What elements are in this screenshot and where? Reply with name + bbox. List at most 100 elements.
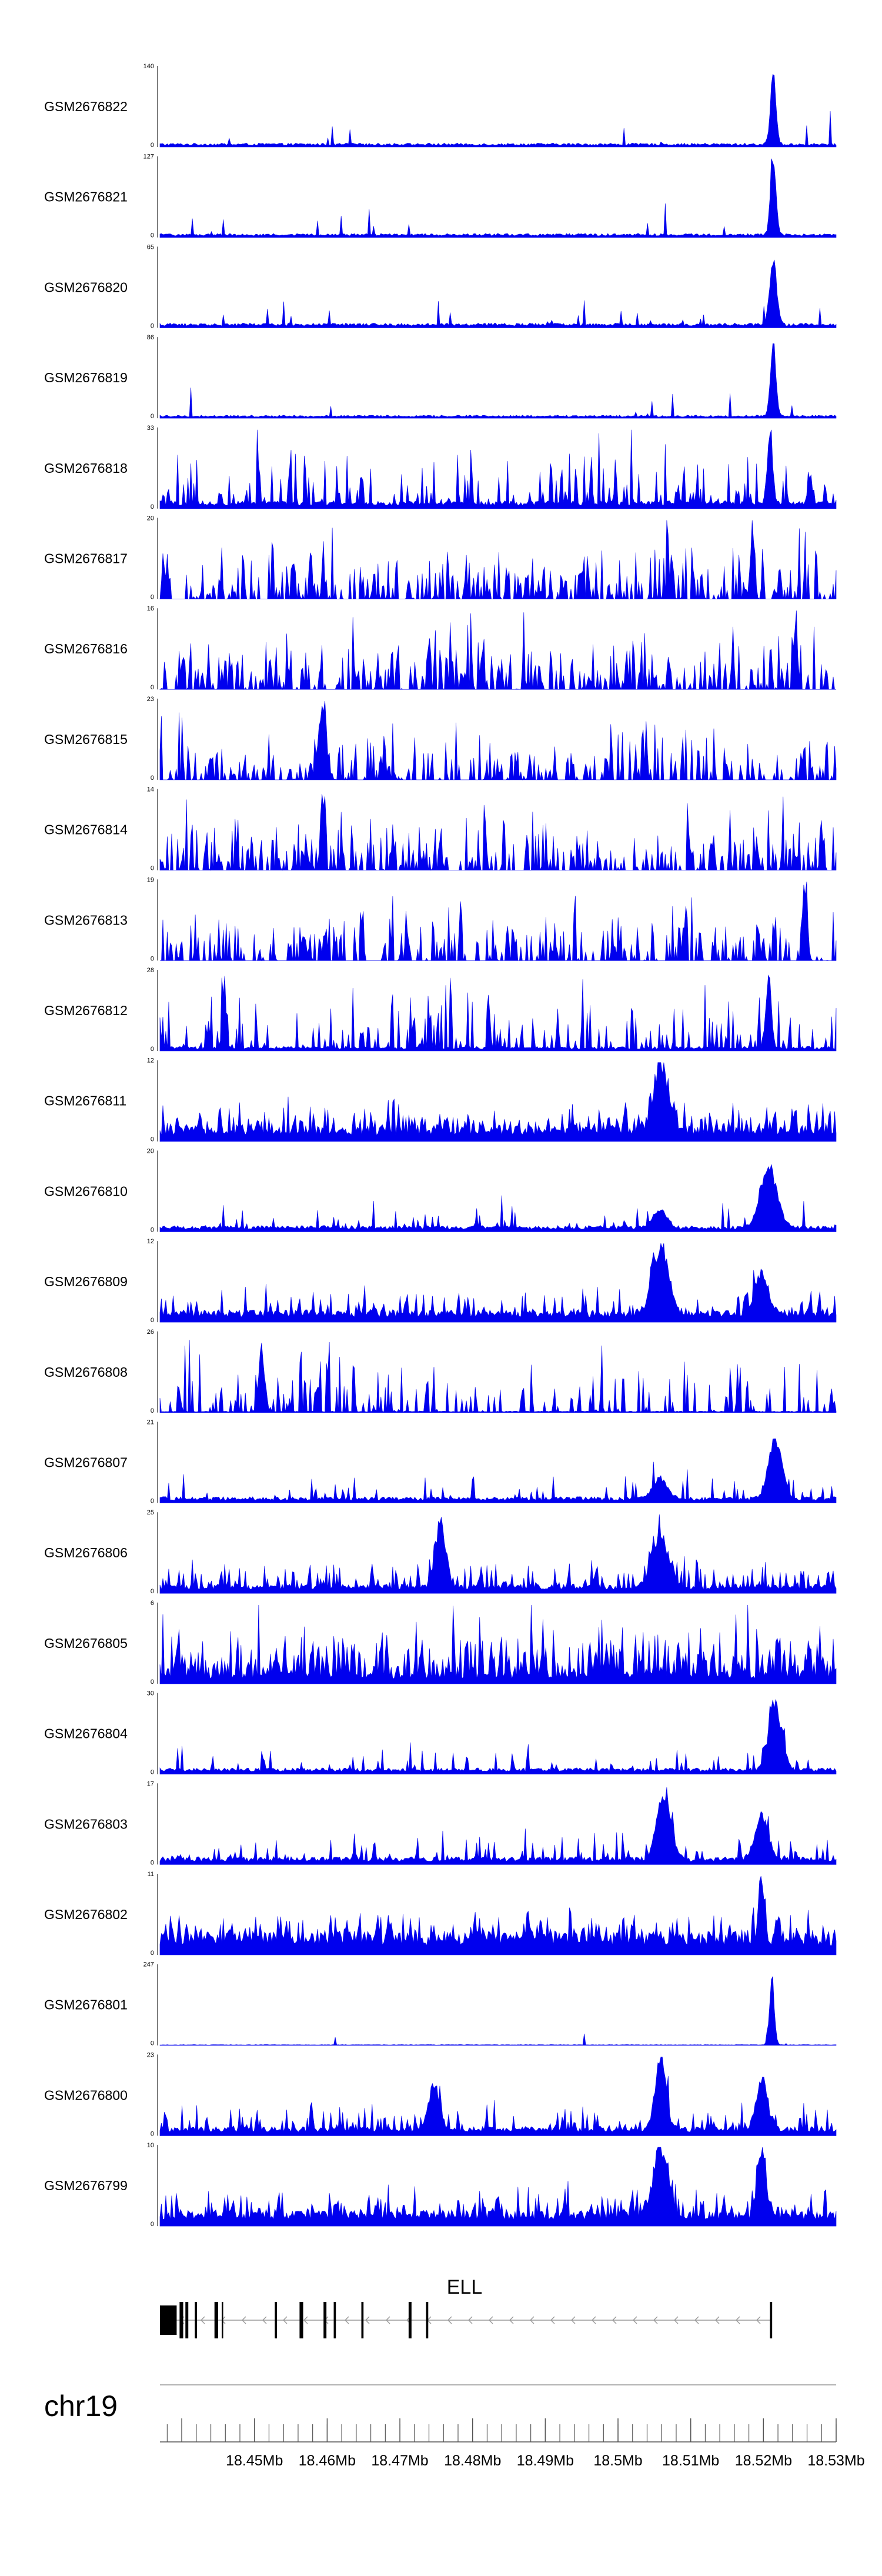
axis-tick-label: 18.45Mb: [226, 2452, 283, 2469]
track: GSM2676821 127 0: [44, 154, 837, 239]
track-ymax-label: 20: [147, 1147, 154, 1154]
track-signal: [159, 1976, 837, 2046]
track-signal: [159, 610, 836, 690]
track-label: GSM2676800: [44, 2087, 128, 2103]
track-signal: [159, 2057, 837, 2136]
axis-tick-label: 18.46Mb: [299, 2452, 356, 2469]
track-signal: [159, 975, 837, 1052]
track: GSM2676809 12 0: [44, 1238, 837, 1324]
track-ymin-label: 0: [151, 1498, 154, 1505]
track: GSM2676799 10 0: [44, 2142, 837, 2228]
gene-exon: [214, 2302, 218, 2338]
track-ymax-label: 17: [147, 1780, 154, 1787]
gene-exon: [299, 2302, 303, 2338]
strand-arrow: [633, 2316, 637, 2324]
track-ymax-label: 6: [151, 1600, 154, 1607]
track: GSM2676811 12 0: [44, 1057, 837, 1143]
strand-arrow: [489, 2316, 493, 2324]
track-signal: [159, 158, 837, 238]
strand-arrow: [674, 2316, 679, 2324]
track-label: GSM2676806: [44, 1545, 128, 1560]
strand-arrow: [468, 2316, 473, 2324]
strand-arrow: [447, 2316, 452, 2324]
track-signal: [159, 1604, 837, 1684]
track-signal: [159, 429, 837, 509]
track-ymin-label: 0: [151, 413, 154, 420]
track-signal: [159, 1699, 837, 1774]
track-ymin-label: 0: [151, 1136, 154, 1143]
strand-arrow: [303, 2316, 308, 2324]
track: GSM2676819 86 0: [44, 334, 837, 420]
track-ymax-label: 127: [143, 154, 154, 161]
track-signal: [159, 520, 837, 600]
track-label: GSM2676819: [44, 370, 128, 385]
gene-exon: [160, 2305, 177, 2335]
track: GSM2676812 28 0: [44, 967, 837, 1053]
track-ymax-label: 25: [147, 1509, 154, 1516]
track-ymax-label: 140: [143, 63, 154, 70]
track: GSM2676802 11 0: [44, 1871, 837, 1957]
gene-model: ELL: [160, 2276, 773, 2338]
track-label: GSM2676818: [44, 461, 128, 476]
track-ymax-label: 65: [147, 243, 154, 251]
track-ymax-label: 33: [147, 425, 154, 432]
strand-arrow: [509, 2316, 514, 2324]
track: GSM2676801 247 0: [44, 1961, 837, 2047]
genome-axis: chr19 18.45Mb 18.46Mb 18.47Mb 18.48Mb 18.49M…: [44, 2384, 865, 2469]
track-signal: [159, 1243, 837, 1323]
strand-arrow: [530, 2316, 534, 2324]
track-signal: [159, 1439, 837, 1503]
track-ymin-label: 0: [151, 1950, 154, 1957]
track-ymin-label: 0: [151, 775, 154, 782]
strand-arrow: [283, 2316, 288, 2324]
track-signal: [159, 1062, 837, 1142]
strand-arrow: [592, 2316, 596, 2324]
track-ymin-label: 0: [151, 594, 154, 601]
track-signal: [160, 882, 837, 962]
track-label: GSM2676801: [44, 1997, 128, 2013]
track-ymin-label: 0: [151, 2221, 154, 2228]
gene-exon: [333, 2302, 336, 2338]
track-signal: [159, 1164, 837, 1232]
track-signal: [159, 794, 837, 871]
track-ymin-label: 0: [151, 1769, 154, 1776]
signal-tracks: GSM26768221400GSM26768211270GSM267682065…: [44, 63, 837, 2228]
track: GSM2676814 14 0: [44, 786, 837, 872]
track-label: GSM2676805: [44, 1636, 128, 1651]
track-label: GSM2676812: [44, 1003, 128, 1018]
track-ymin-label: 0: [151, 1407, 154, 1414]
track-label: GSM2676802: [44, 1907, 128, 1922]
track-label: GSM2676809: [44, 1274, 128, 1289]
strand-arrow: [221, 2316, 226, 2324]
track-signal: [159, 1340, 837, 1413]
track-label: GSM2676816: [44, 641, 128, 656]
track: GSM2676803 17 0: [44, 1780, 837, 1866]
gene-exon: [426, 2302, 429, 2338]
gene-exon: [275, 2302, 278, 2338]
track: GSM2676804 30 0: [44, 1690, 837, 1776]
track-ymax-label: 28: [147, 967, 154, 974]
track-ymax-label: 21: [147, 1419, 154, 1426]
strand-arrow: [386, 2316, 390, 2324]
track: GSM2676815 23 0: [44, 696, 837, 782]
gene-exon: [408, 2302, 412, 2338]
track-ymin-label: 0: [151, 1226, 154, 1233]
track-ymin-label: 0: [151, 1588, 154, 1595]
track: GSM2676810 20 0: [44, 1147, 837, 1233]
track: GSM2676800 23 0: [44, 2051, 837, 2137]
strand-arrow: [756, 2316, 761, 2324]
track-ymin-label: 0: [151, 1859, 154, 1866]
strand-arrow: [694, 2316, 699, 2324]
track: GSM2676817 20 0: [44, 515, 837, 601]
track-ymin-label: 0: [151, 955, 154, 962]
track: GSM2676818 33 0: [44, 425, 837, 510]
strand-arrow: [365, 2316, 370, 2324]
gene-exon: [185, 2302, 189, 2338]
track-ymax-label: 19: [147, 876, 154, 883]
track: GSM2676808 26 0: [44, 1329, 837, 1414]
track-signal: [159, 1514, 837, 1594]
track-ymax-label: 14: [147, 786, 154, 793]
track-ymax-label: 247: [143, 1961, 154, 1968]
gene-exon: [323, 2302, 327, 2338]
track: GSM2676820 65 0: [44, 243, 837, 329]
